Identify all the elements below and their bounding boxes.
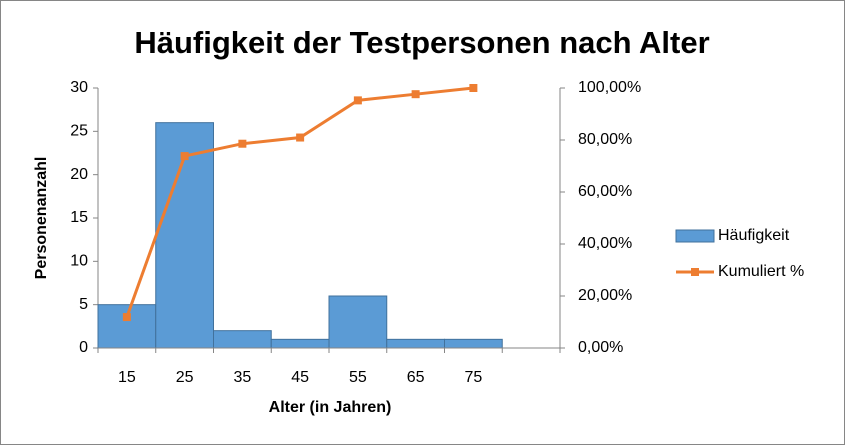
x-tick-label: 15: [118, 369, 136, 386]
bar: [97, 304, 157, 349]
x-axis-label: Alter (in Jahren): [269, 399, 392, 416]
x-tick-label: 55: [349, 369, 367, 386]
y2-tick-label: 60,00%: [578, 183, 632, 200]
line-marker: [469, 84, 478, 92]
y-tick-label: 5: [79, 296, 88, 313]
legend-label: Kumuliert %: [718, 263, 804, 280]
y2-tick-label: 100,00%: [578, 79, 641, 96]
y-tick-label: 30: [70, 79, 88, 96]
line-marker: [238, 139, 247, 148]
x-tick-label: 45: [291, 369, 309, 386]
line-marker: [411, 90, 420, 99]
line-marker: [296, 133, 305, 142]
line-marker: [122, 313, 131, 322]
x-tick-label: 25: [176, 369, 194, 386]
y2-tick-label: 20,00%: [578, 287, 632, 304]
y-tick-label: 10: [70, 253, 88, 270]
bar: [213, 330, 272, 349]
legend-marker: [691, 268, 699, 276]
bar: [270, 338, 330, 349]
bar: [444, 338, 503, 349]
chart-title: Häufigkeit der Testpersonen nach Alter: [134, 25, 709, 60]
x-tick-label: 75: [464, 369, 482, 386]
legend-label: Häufigkeit: [718, 227, 790, 244]
y-tick-label: 25: [70, 123, 88, 140]
bar: [328, 295, 388, 349]
line-marker: [180, 152, 189, 161]
y2-tick-label: 40,00%: [578, 235, 632, 252]
y2-tick-label: 80,00%: [578, 131, 632, 148]
y-axis-label: Personenanzahl: [33, 157, 50, 280]
y2-tick-label: 0,00%: [578, 339, 623, 356]
line-marker: [353, 96, 362, 105]
x-tick-label: 65: [407, 369, 425, 386]
x-tick-label: 35: [233, 369, 251, 386]
y-tick-label: 0: [79, 339, 88, 356]
y-tick-label: 20: [70, 166, 88, 183]
y-tick-label: 15: [70, 209, 88, 226]
bar: [386, 338, 445, 349]
legend-swatch: [675, 229, 715, 243]
